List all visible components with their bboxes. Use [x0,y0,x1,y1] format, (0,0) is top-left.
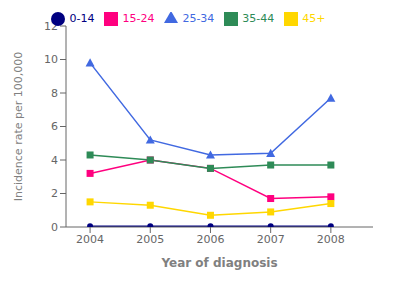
svg-text:Incidence rate per 100,000: Incidence rate per 100,000 [12,52,25,201]
svg-text:8: 8 [51,87,58,100]
svg-text:12: 12 [44,20,58,33]
svg-text:0: 0 [51,221,58,234]
svg-text:2: 2 [51,187,58,200]
svg-text:2008: 2008 [317,233,345,246]
svg-text:2007: 2007 [257,233,285,246]
html-text:35-44: 35-44 [242,12,275,25]
svg-text:6: 6 [51,120,58,133]
svg-text:2004: 2004 [76,233,104,246]
html-text:45+: 45+ [302,12,326,25]
svg-text:2006: 2006 [196,233,224,246]
html-text:25-34: 25-34 [182,12,215,25]
svg-text:10: 10 [44,53,58,66]
svg-text:Year of diagnosis: Year of diagnosis [160,256,277,270]
html-text:0-14: 0-14 [69,12,95,25]
svg-text:2005: 2005 [136,233,164,246]
html-text:15-24: 15-24 [122,12,155,25]
svg-text:4: 4 [51,154,58,167]
